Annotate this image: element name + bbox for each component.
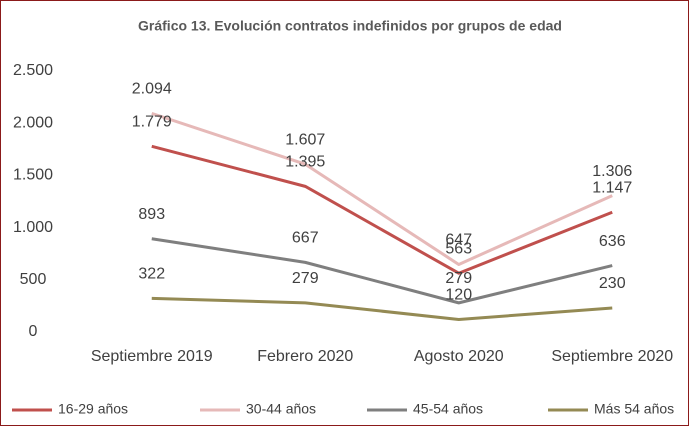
y-tick-label: 2.500 [13,62,53,79]
data-label: 1.779 [132,113,172,130]
data-label: 647 [445,232,472,249]
data-label: 893 [138,206,165,223]
data-label: 322 [138,266,165,283]
data-label: 2.094 [132,81,172,98]
y-tick-label: 2.000 [13,114,53,131]
legend-label: 16-29 años [58,401,128,417]
legend-label: 45-54 años [413,401,483,417]
data-label: 230 [599,275,626,292]
data-label: 279 [292,270,319,287]
legend-label: Más 54 años [594,401,674,417]
y-tick-label: 1.000 [13,219,53,236]
data-label: 1.607 [285,131,325,148]
y-tick-label: 500 [20,271,47,288]
x-tick-label: Septiembre 2019 [91,348,213,365]
x-tick-label: Septiembre 2020 [551,348,673,365]
series-line [151,144,613,275]
y-tick-label: 0 [29,323,38,340]
data-label: 636 [599,233,626,250]
legend-label: 30-44 años [246,401,316,417]
data-label: 1.147 [592,179,632,196]
series-line [151,237,613,305]
data-label: 563 [445,240,472,257]
series-line [151,111,613,266]
data-label: 1.395 [285,154,325,171]
y-tick-label: 1.500 [13,167,53,184]
series-line [151,296,613,321]
chart-title: Gráfico 13. Evolución contratos indefini… [138,18,562,34]
data-label: 279 [445,270,472,287]
data-label: 120 [445,287,472,304]
data-label: 667 [292,230,319,247]
x-tick-label: Agosto 2020 [414,348,504,365]
x-tick-label: Febrero 2020 [257,348,353,365]
data-label: 1.306 [592,163,632,180]
